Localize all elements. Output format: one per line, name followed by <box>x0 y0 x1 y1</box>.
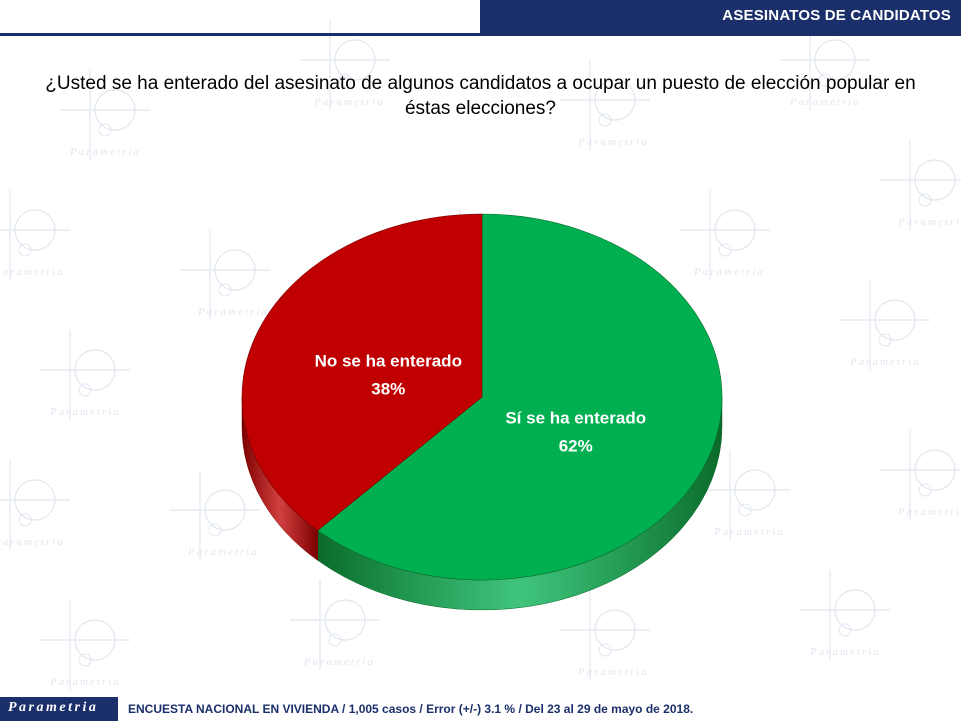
header-underline <box>0 33 961 36</box>
slice-value-1: 38% <box>371 380 405 399</box>
watermark-tile: Parametria <box>0 190 70 280</box>
watermark-tile: Parametria <box>290 580 380 670</box>
slice-label-0: Sí se ha enterado <box>505 408 646 427</box>
watermark-tile: Parametria <box>880 430 961 520</box>
svg-text:Parametria: Parametria <box>897 506 961 518</box>
pie-slice-0 <box>317 213 723 581</box>
watermark-tile: Parametria <box>560 590 650 680</box>
watermark-tile: Parametria <box>40 600 130 690</box>
svg-text:Parametria: Parametria <box>49 676 121 688</box>
svg-text:Parametria: Parametria <box>0 266 65 278</box>
watermark-tile: Parametria <box>700 450 790 540</box>
footer: Parametria ENCUESTA NACIONAL EN VIVIENDA… <box>0 697 961 721</box>
watermark-tile: Parametria <box>840 280 930 370</box>
svg-text:Parametria: Parametria <box>187 546 259 558</box>
survey-question: ¿Usted se ha enterado del asesinato de a… <box>45 73 916 119</box>
watermark-tile: Parametria <box>180 230 270 320</box>
footer-logo-bar: Parametria <box>0 697 118 721</box>
svg-text:Parametria: Parametria <box>303 656 375 668</box>
watermark-tile: Parametria <box>40 330 130 420</box>
svg-text:Parametria: Parametria <box>577 136 649 148</box>
watermark-tile: Parametria <box>60 70 150 160</box>
parametria-logo: Parametria <box>8 700 99 715</box>
survey-methodology-note: ENCUESTA NACIONAL EN VIVIENDA / 1,005 ca… <box>128 702 694 716</box>
pie-slice-1 <box>241 213 483 531</box>
watermark-tile: Parametria <box>300 20 390 110</box>
pie-slices <box>241 213 723 581</box>
slice-value-0: 62% <box>559 436 593 455</box>
header-title: ASESINATOS DE CANDIDATOS <box>722 7 951 24</box>
watermark-tile: Parametria <box>170 470 260 560</box>
header-bar: ASESINATOS DE CANDIDATOS <box>480 0 961 33</box>
svg-text:Parametria: Parametria <box>197 306 269 318</box>
slice-label-1: No se ha enterado <box>315 352 462 371</box>
svg-text:Parametria: Parametria <box>849 356 921 368</box>
svg-text:Parametria: Parametria <box>577 666 649 678</box>
svg-text:Parametria: Parametria <box>789 96 861 108</box>
watermark-tile: Parametria <box>800 570 890 660</box>
svg-text:Parametria: Parametria <box>49 406 121 418</box>
watermark-tile: Parametria <box>680 190 770 280</box>
svg-text:Parametria: Parametria <box>693 266 765 278</box>
svg-text:Parametria: Parametria <box>69 146 141 158</box>
watermark-tile: Parametria <box>0 460 70 550</box>
pie-labels: Sí se ha enterado 62% No se ha enterado 38% <box>315 352 647 456</box>
svg-text:Parametria: Parametria <box>713 526 785 538</box>
svg-text:Parametria: Parametria <box>313 96 385 108</box>
svg-text:Parametria: Parametria <box>897 216 961 228</box>
svg-text:Parametria: Parametria <box>0 536 65 548</box>
watermark-tile: Parametria <box>880 140 961 230</box>
svg-text:Parametria: Parametria <box>809 646 881 658</box>
watermark-tile: Parametria <box>560 60 650 150</box>
